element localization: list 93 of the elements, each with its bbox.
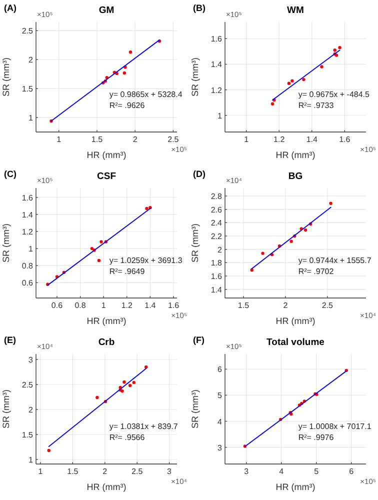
x-tick-label: 5: [314, 467, 320, 476]
x-tick-label: 1.5: [238, 301, 250, 310]
annotation: R²= .9976: [298, 432, 334, 442]
x-tick-label: 1.4: [306, 135, 318, 144]
x-tick-label: 1: [101, 301, 106, 310]
y-axis-title: SR (mm³): [190, 390, 200, 428]
chart-title: WM: [287, 5, 304, 16]
chart-title: CSF: [97, 171, 116, 182]
annotation: y= 1.0008x + 7017.1: [298, 422, 372, 431]
annotation: R²= .9626: [109, 100, 146, 110]
annotation: y= 0.9675x + -484.5: [298, 90, 370, 99]
chart-title: GM: [98, 5, 114, 16]
y-tick-label: 5: [218, 391, 223, 400]
y-tick-label: 1: [28, 244, 34, 254]
y-tick-label: 1.6: [210, 34, 223, 44]
text: (A): [4, 3, 16, 13]
y-tick-label: 1.2: [22, 227, 34, 236]
text: (F): [193, 335, 204, 345]
x-tick-label: 1.5: [67, 467, 79, 476]
y-tick-label: 1.8: [210, 258, 223, 268]
x-axis-title: HR (mm³): [86, 316, 126, 326]
y-tick-label: 1.4: [210, 60, 223, 70]
annotation: y= 0.9865x + 5328.4: [109, 90, 183, 99]
y-tick-label: 3: [28, 356, 34, 364]
annotation: y= 0.9744x + 1555.7: [298, 256, 372, 265]
y-tick-label: 4: [218, 417, 223, 426]
y-tick-label: 2.5: [22, 380, 34, 390]
annotation: y= 1.0381x + 839.7: [109, 422, 178, 431]
y-tick-label: 1: [28, 114, 34, 123]
y-tick-label: 1.6: [210, 272, 223, 281]
x-axis-title: HR (mm³): [86, 150, 126, 160]
x-tick-label: 2: [283, 301, 288, 310]
y-tick-label: 2.8: [210, 192, 223, 201]
x-axis-title: HR (mm³): [276, 150, 316, 160]
y-tick-label: 2: [28, 56, 34, 65]
y-tick-label: 3: [218, 443, 223, 452]
x-tick-label: 4: [279, 467, 284, 476]
x-tick-label: 1.4: [144, 301, 156, 310]
annotation: y= 1.0259x + 3691.3: [109, 256, 183, 265]
x-axis-title: HR (mm³): [86, 482, 126, 492]
annotation: R²= .9702: [298, 266, 334, 276]
y-axis-title: SR (mm³): [1, 58, 11, 96]
x-tick-label: 0.8: [74, 301, 86, 310]
x-tick-label: 0.6: [51, 301, 64, 310]
x-tick-label: 1: [244, 135, 250, 144]
x-axis-title: HR (mm³): [276, 316, 316, 326]
text: (D): [193, 169, 206, 179]
y-tick-label: 0.8: [22, 262, 34, 271]
x-tick-label: 1: [38, 467, 44, 476]
text: (B): [193, 3, 206, 13]
x-tick-label: 2.5: [168, 135, 180, 144]
y-axis-title: SR (mm³): [1, 390, 11, 428]
x-tick-label: 1.2: [121, 301, 133, 310]
y-tick-label: 1.2: [210, 86, 223, 95]
x-tick-label: 2: [102, 467, 108, 476]
chart-title: BG: [288, 171, 303, 182]
y-tick-label: 1: [28, 456, 34, 464]
x-tick-label: 2: [132, 135, 138, 144]
y-tick-label: 1.4: [22, 210, 34, 220]
text: (E): [4, 335, 16, 345]
annotation: R²= .9649: [109, 266, 146, 276]
annotation: R²= .9566: [109, 432, 146, 442]
chart-title: Total volume: [266, 337, 324, 348]
x-axis-title: HR (mm³): [276, 482, 316, 492]
annotation: R²= .9733: [298, 100, 334, 110]
x-tick-label: 1.6: [168, 301, 180, 310]
y-axis-title: SR (mm³): [190, 58, 200, 96]
x-tick-label: 3: [244, 467, 250, 476]
y-axis-title: SR (mm³): [1, 224, 11, 262]
text: (C): [4, 169, 16, 179]
y-tick-label: 1.6: [22, 193, 34, 202]
x-tick-label: 6: [349, 467, 354, 476]
x-tick-label: 2.5: [322, 301, 334, 310]
x-tick-label: 1.2: [274, 135, 286, 144]
y-tick-label: 1: [218, 111, 223, 120]
x-tick-label: 1.5: [91, 135, 104, 144]
y-tick-label: 2.6: [210, 205, 223, 214]
y-tick-label: 0.6: [22, 278, 34, 288]
y-tick-label: 2: [28, 406, 34, 414]
x-tick-label: 3: [167, 467, 172, 476]
x-tick-label: 1.6: [339, 135, 351, 144]
x-tick-label: 1: [56, 135, 62, 144]
x-tick-label: 2.5: [132, 467, 144, 476]
y-axis-title: SR (mm³): [190, 224, 200, 262]
y-tick-label: 1.5: [22, 430, 34, 440]
chart-title: Crb: [98, 337, 115, 348]
y-tick-label: 2.5: [22, 26, 34, 36]
y-tick-label: 1.4: [210, 285, 223, 294]
y-tick-label: 2.4: [210, 218, 223, 228]
y-tick-label: 2: [218, 245, 223, 254]
y-tick-label: 2.2: [210, 232, 223, 241]
y-tick-label: 1.5: [22, 84, 34, 94]
y-tick-label: 6: [218, 365, 223, 374]
